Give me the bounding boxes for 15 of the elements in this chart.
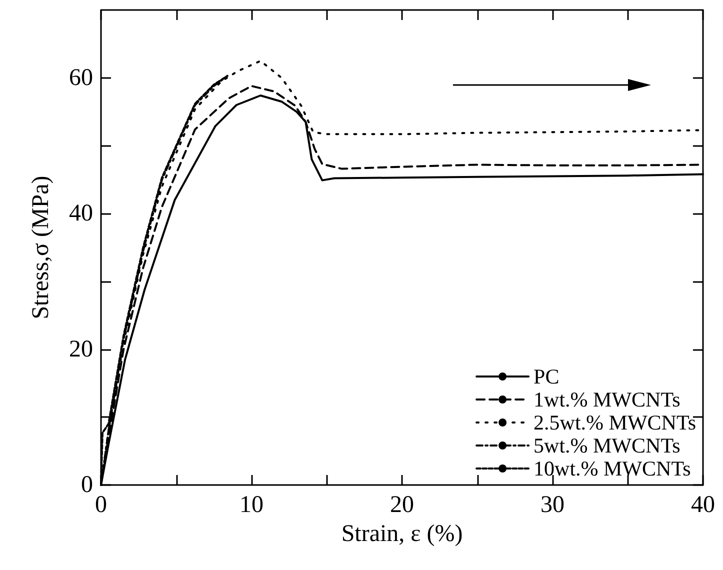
legend-label: PC — [534, 364, 560, 388]
legend-label: 10wt.% MWCNTs — [534, 456, 691, 480]
legend-label: 2.5wt.% MWCNTs — [534, 410, 696, 434]
y-tick-label: 40 — [69, 200, 93, 227]
x-tick-label: 40 — [691, 492, 715, 518]
x-tick-label: 30 — [540, 492, 564, 518]
y-tick-label: 20 — [69, 336, 93, 362]
y-tick-label: 0 — [81, 472, 93, 498]
y-tick-label: 60 — [69, 64, 93, 91]
legend-label: 1wt.% MWCNTs — [534, 388, 680, 412]
x-tick-label: 20 — [390, 492, 414, 518]
legend-label: 5wt.% MWCNTs — [534, 434, 680, 458]
x-axis-title: Strain, ε (%) — [341, 520, 463, 547]
x-tick-label: 10 — [240, 492, 264, 518]
y-axis-title: Stress,σ (MPa) — [28, 176, 54, 320]
